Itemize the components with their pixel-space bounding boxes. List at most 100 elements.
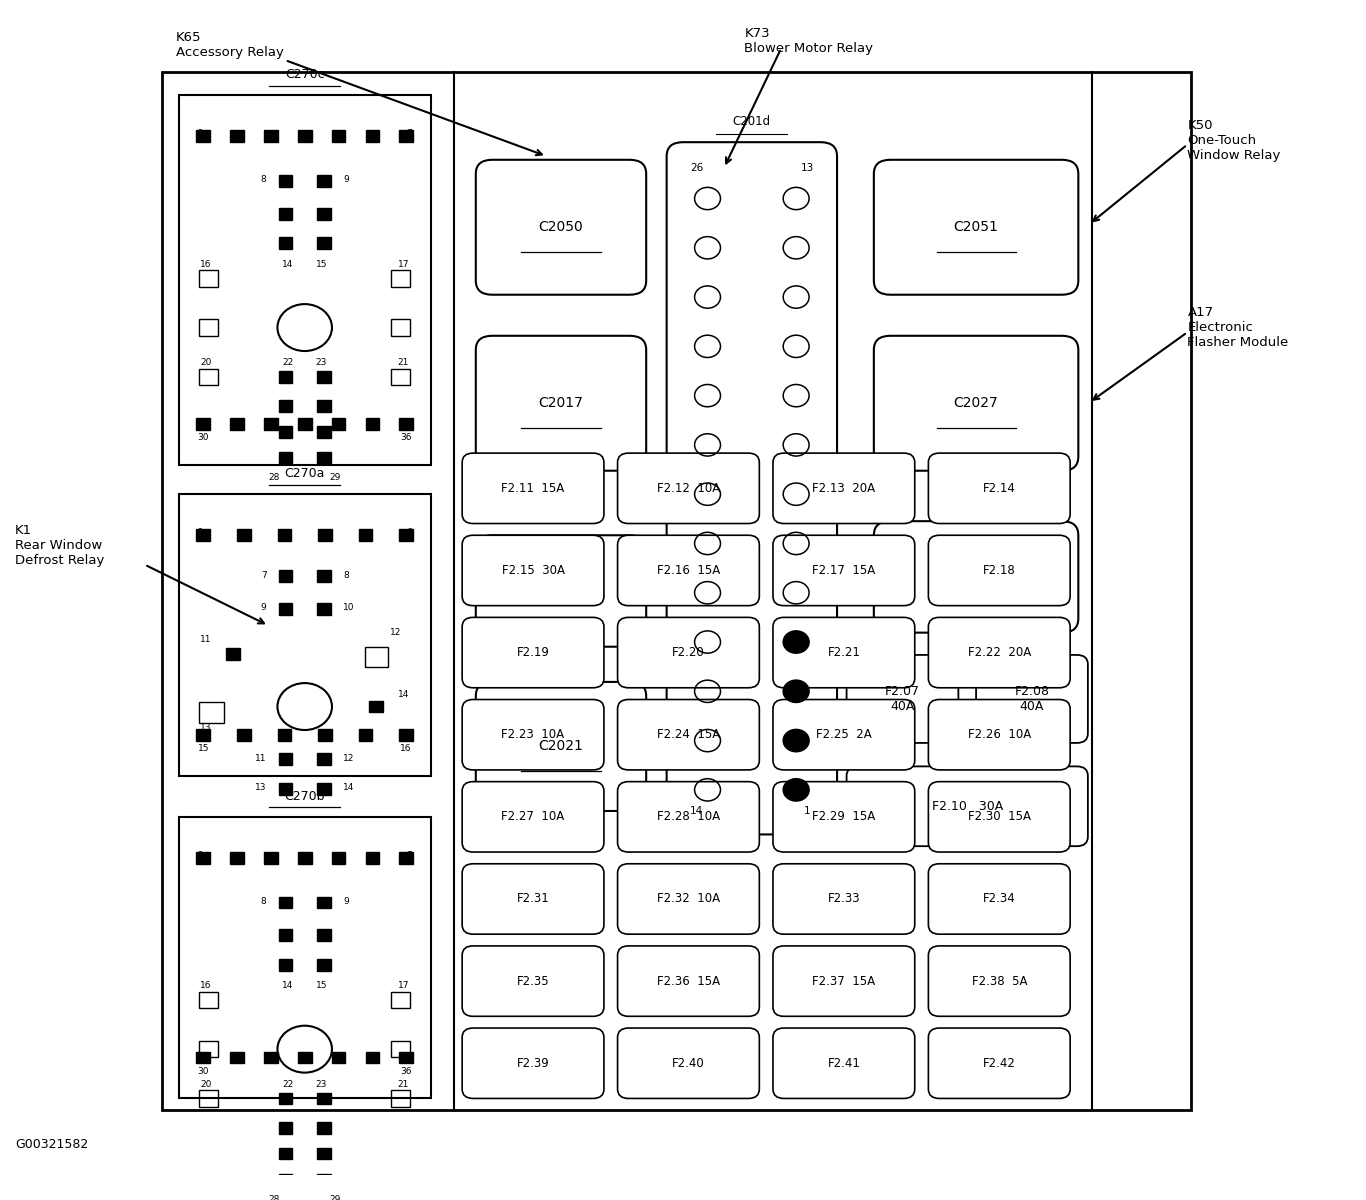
Text: 28: 28 [269,1195,280,1200]
Text: F2.25  2A: F2.25 2A [816,728,872,742]
Bar [399,529,413,541]
Text: 1: 1 [198,528,204,538]
Text: F2.13  20A: F2.13 20A [813,482,876,494]
Bar [317,570,331,582]
Bar [399,1051,413,1063]
Text: F2.18: F2.18 [984,564,1016,577]
Bar [317,930,331,941]
Bar [279,570,292,582]
Bar [391,1040,410,1057]
Bar [199,702,224,722]
Bar [279,1092,292,1104]
Text: F2.40: F2.40 [672,1057,705,1069]
Bar [391,1091,410,1106]
FancyBboxPatch shape [929,535,1070,606]
Text: 15: 15 [198,744,209,754]
Bar [264,131,277,142]
Text: 1: 1 [198,130,204,138]
FancyBboxPatch shape [475,682,646,811]
Text: 16: 16 [201,982,212,990]
FancyBboxPatch shape [929,617,1070,688]
Text: F2.34: F2.34 [984,893,1016,906]
Bar [279,371,292,383]
Bar [199,1040,219,1057]
Bar [199,368,219,385]
Text: C270a: C270a [284,467,325,480]
Text: 1: 1 [198,851,204,860]
Text: 23: 23 [316,359,326,367]
Bar [365,647,388,667]
Bar [332,1051,346,1063]
Text: F2.30  15A: F2.30 15A [967,810,1031,823]
Text: 15: 15 [316,982,326,990]
Bar [279,175,292,187]
Circle shape [783,730,809,751]
Bar [399,728,413,740]
Bar [391,991,410,1008]
Text: 9: 9 [261,604,266,612]
Text: 8: 8 [343,571,348,580]
Text: F2.17  15A: F2.17 15A [813,564,876,577]
Text: 16: 16 [201,259,212,269]
FancyBboxPatch shape [462,946,604,1016]
Bar [279,896,292,908]
Bar [317,1147,331,1159]
FancyBboxPatch shape [929,946,1070,1016]
Bar [317,208,331,220]
Bar [279,238,292,248]
Text: 8: 8 [261,175,266,185]
FancyBboxPatch shape [617,781,759,852]
FancyBboxPatch shape [617,700,759,770]
Bar [264,418,277,430]
Bar [279,782,292,794]
FancyBboxPatch shape [475,160,646,295]
Text: 30: 30 [198,433,209,443]
Text: 14: 14 [690,806,703,816]
Text: 15: 15 [316,259,326,269]
Bar [197,728,210,740]
Bar [236,529,250,541]
FancyBboxPatch shape [929,1028,1070,1098]
Text: 14: 14 [283,982,294,990]
FancyBboxPatch shape [773,700,915,770]
FancyBboxPatch shape [667,142,837,834]
Bar [298,418,311,430]
Text: 16: 16 [400,744,411,754]
Circle shape [783,779,809,802]
Bar [236,728,250,740]
Bar [317,175,331,187]
Bar [366,131,380,142]
FancyBboxPatch shape [773,1028,915,1098]
Bar [197,131,210,142]
Text: F2.12  10A: F2.12 10A [657,482,720,494]
Text: C201d: C201d [732,115,770,128]
Text: 13: 13 [201,724,212,732]
Bar [317,238,331,248]
Text: F2.33: F2.33 [828,893,861,906]
Text: 14: 14 [283,259,294,269]
FancyBboxPatch shape [773,781,915,852]
Text: A17
Electronic
Flasher Module: A17 Electronic Flasher Module [1187,306,1288,349]
FancyBboxPatch shape [773,454,915,523]
Bar [279,1174,292,1186]
Bar [359,728,373,740]
Text: 6: 6 [406,528,411,538]
Bar [279,1122,292,1134]
Bar [317,754,331,766]
FancyBboxPatch shape [773,617,915,688]
Bar [277,529,291,541]
Bar [179,817,430,1098]
Bar [197,852,210,864]
Text: 14: 14 [343,784,354,792]
FancyBboxPatch shape [475,336,646,470]
Text: F2.23  10A: F2.23 10A [501,728,564,742]
Text: 22: 22 [283,1080,294,1088]
Bar [399,131,413,142]
Text: F2.37  15A: F2.37 15A [813,974,876,988]
Text: 36: 36 [400,433,411,443]
FancyBboxPatch shape [929,864,1070,934]
Bar [197,418,210,430]
Bar [317,401,331,412]
Text: C270b: C270b [284,790,325,803]
Bar [317,782,331,794]
